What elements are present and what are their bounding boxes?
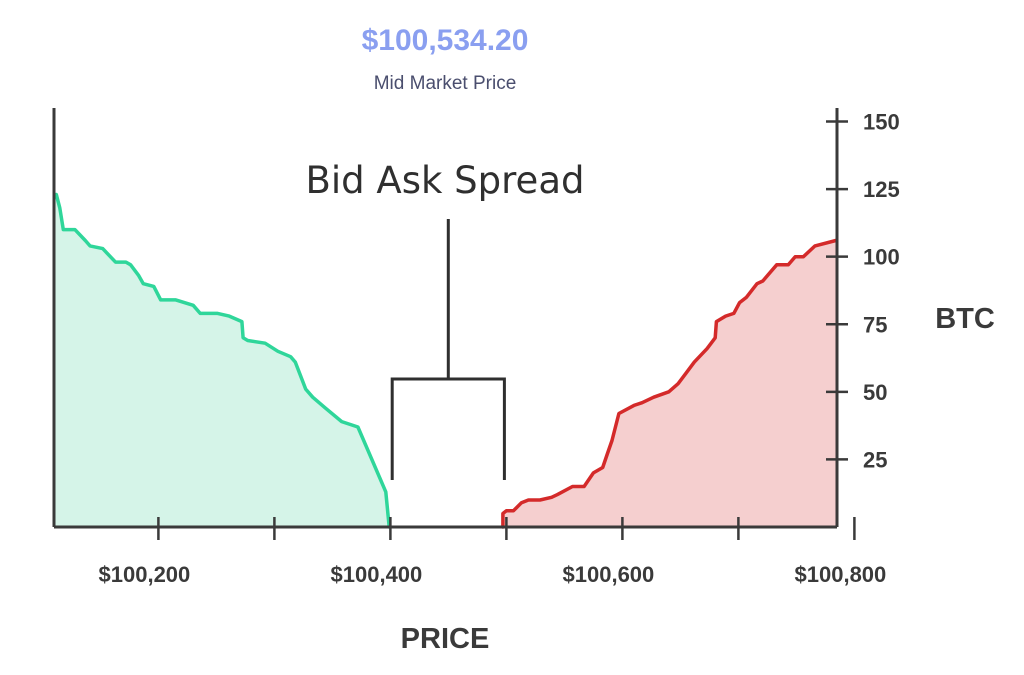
x-tick-label: $100,800 xyxy=(795,562,887,587)
y-tick-label: 50 xyxy=(863,380,887,405)
mid-market-price-value: $100,534.20 xyxy=(362,24,529,57)
y-tick-label: 150 xyxy=(863,110,900,135)
y-tick-label: 100 xyxy=(863,245,900,270)
bid-ask-spread-label: Bid Ask Spread xyxy=(306,159,585,202)
y-tick-label: 75 xyxy=(863,312,887,337)
y-tick-label: 25 xyxy=(863,447,887,472)
x-tick-label: $100,200 xyxy=(99,562,191,587)
x-axis-title: PRICE xyxy=(401,623,490,655)
ask-depth-line xyxy=(501,238,838,529)
ask-depth-area xyxy=(502,240,837,527)
x-axis-ticks: $100,200 $100,400 $100,600 $100,800 xyxy=(99,517,887,587)
y-axis-ticks: 25 50 75 100 125 150 xyxy=(826,110,900,472)
bid-depth-line xyxy=(54,192,391,529)
x-tick-label: $100,400 xyxy=(331,562,423,587)
spread-bracket xyxy=(390,219,506,480)
y-tick-label: 125 xyxy=(863,177,900,202)
mid-market-price-label: Mid Market Price xyxy=(374,73,517,94)
axes xyxy=(52,108,839,529)
y-axis-title: BTC xyxy=(935,303,995,335)
bid-depth-area xyxy=(54,194,390,527)
spread-bracket-line xyxy=(390,219,506,480)
x-tick-label: $100,600 xyxy=(563,562,655,587)
depth-areas xyxy=(54,192,838,529)
